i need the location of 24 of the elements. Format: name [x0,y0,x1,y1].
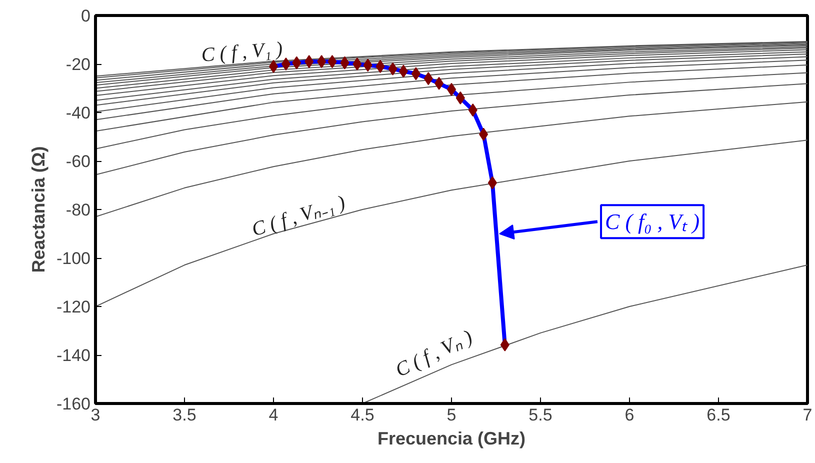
x-tick-label: 3.5 [172,406,196,424]
y-tick-label: -120 [56,298,91,316]
y-tick-label: -40 [66,104,91,122]
y-tick-label: 0 [81,6,91,26]
x-tick-label: 4 [268,406,278,424]
annotation: C ( f , Vₙ ) [392,326,476,382]
y-tick-label: -100 [56,249,91,268]
x-tick-label: 3 [90,406,100,424]
y-tick-label: -160 [56,394,91,414]
x-tick-label: 7 [802,406,812,424]
annotation: C ( f₀ , Vₜ ) [605,209,700,234]
y-tick-label: -80 [66,200,91,220]
x-axis-title: Frecuencia (GHz) [377,428,526,448]
y-tick-label: -60 [66,152,91,171]
x-tick-label: 5 [446,406,456,424]
annotation: C ( f , Vₙ₋₁ ) [249,191,348,242]
x-tick-label: 4.5 [350,406,374,424]
x-tick-label: 5.5 [528,406,552,424]
x-tick-label: 6.5 [706,406,730,424]
y-tick-label: -20 [66,55,91,74]
y-axis-title: Reactancia (Ω) [28,146,48,273]
x-tick-label: 6 [624,406,634,424]
annotation: C ( f , V₁ ) [200,38,284,66]
y-tick-label: -140 [56,346,91,365]
